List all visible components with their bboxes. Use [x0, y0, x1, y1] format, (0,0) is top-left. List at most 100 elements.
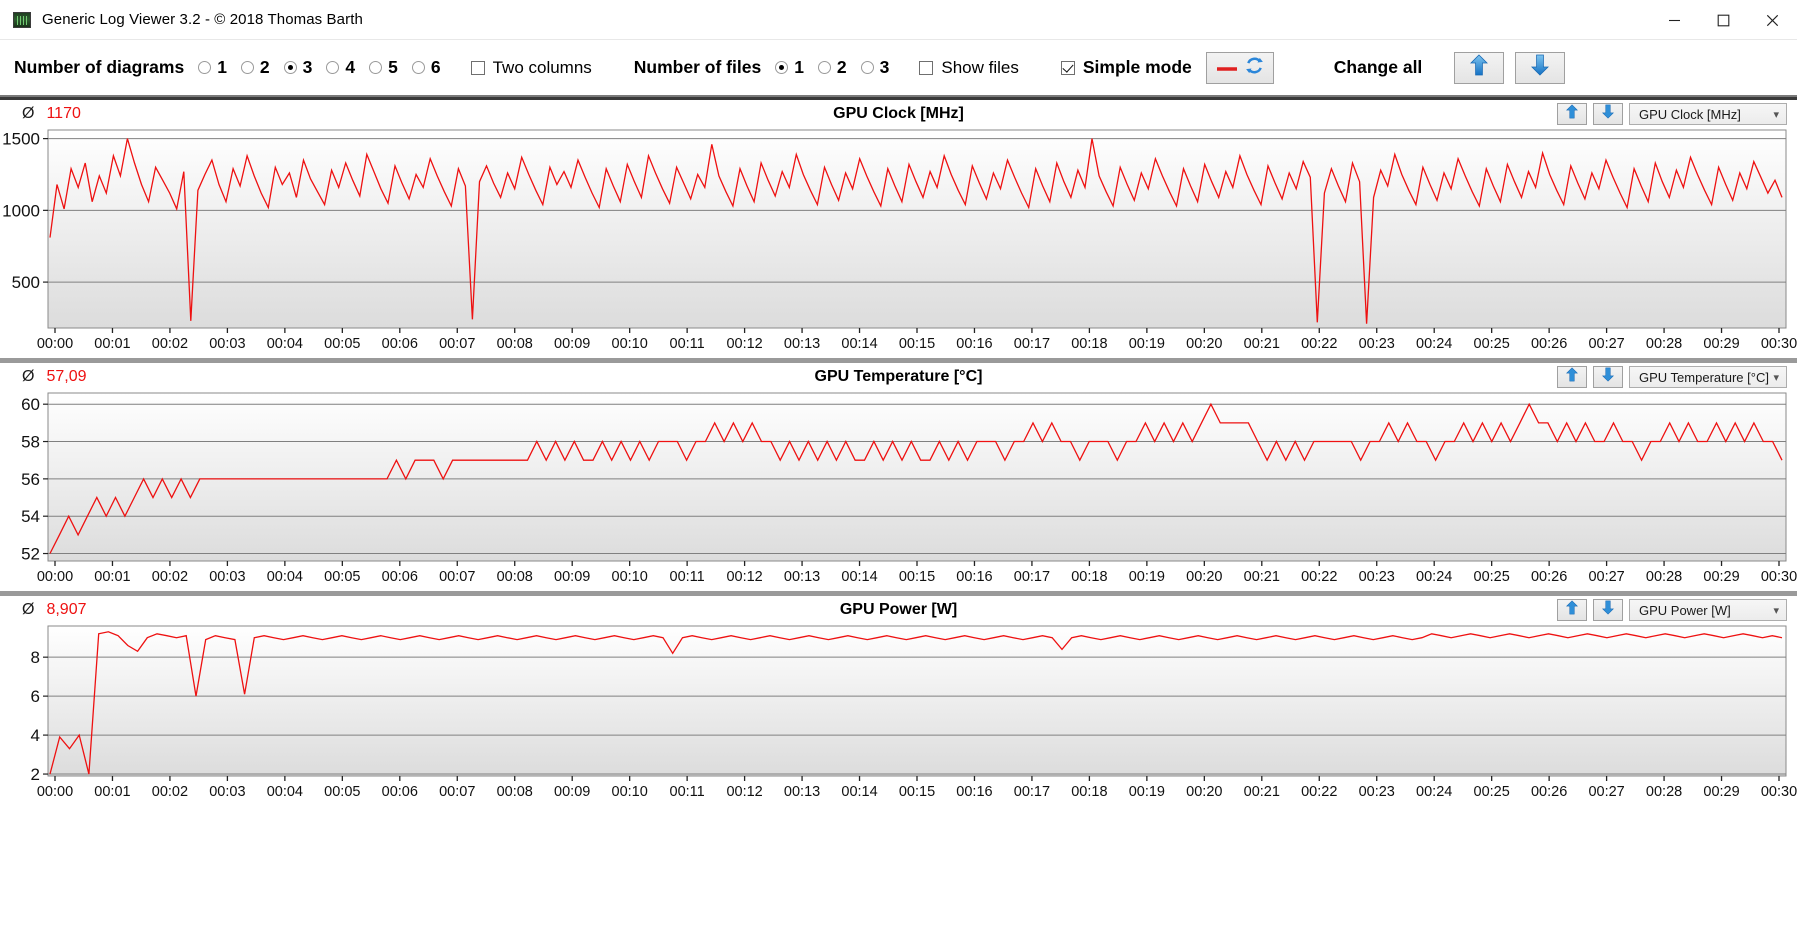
svg-text:60: 60: [21, 395, 40, 414]
x-tick-label: 00:21: [1243, 569, 1280, 585]
x-tick-label: 00:17: [1013, 336, 1051, 352]
minimize-icon[interactable]: [1650, 0, 1699, 40]
move-chart-up-button[interactable]: [1557, 599, 1587, 621]
change-all-down-button[interactable]: [1515, 51, 1566, 84]
diagram-radio-5[interactable]: 5: [369, 57, 398, 78]
svg-text:1500: 1500: [2, 130, 40, 149]
x-tick-label: 00:22: [1301, 569, 1338, 585]
x-tick-label: 00:07: [439, 336, 476, 352]
arrow-up-icon: [1566, 600, 1578, 620]
x-tick-label: 00:06: [381, 336, 418, 352]
x-tick-label: 00:23: [1358, 784, 1395, 800]
x-tick-label: 00:03: [209, 784, 246, 800]
two-columns-label: Two columns: [492, 57, 592, 77]
x-tick-label: 00:12: [726, 569, 763, 585]
simple-mode-toggle-button[interactable]: [1205, 51, 1274, 84]
metric-select[interactable]: GPU Temperature [°C] ▾: [1629, 366, 1787, 388]
red-line-icon: [1216, 58, 1238, 78]
plot-area[interactable]: 52 54 56 58 60: [0, 391, 1797, 569]
svg-text:500: 500: [12, 273, 40, 292]
svg-text:2: 2: [31, 765, 40, 784]
panel-separator: [0, 358, 1797, 363]
x-tick-label: 00:24: [1416, 784, 1453, 800]
panel-separator: [0, 97, 1797, 100]
close-icon[interactable]: [1748, 0, 1797, 40]
charts-container: Ø 1170 GPU Clock [MHz] GPU Clock [MHz] ▾ 500 1…: [0, 97, 1797, 806]
x-tick-label: 00:28: [1645, 569, 1683, 585]
x-tick-label: 00:26: [1530, 784, 1568, 800]
radio-circle-icon: [198, 61, 212, 74]
x-tick-label: 00:28: [1645, 784, 1683, 800]
plot-area[interactable]: 500 1000 1500: [0, 128, 1797, 336]
x-tick-label: 00:27: [1588, 784, 1625, 800]
x-tick-label: 00:10: [611, 336, 648, 352]
average-readout: Ø 1170: [22, 105, 81, 123]
x-tick-label: 00:13: [783, 569, 821, 585]
files-radio-3[interactable]: 3: [860, 57, 889, 78]
plot-area[interactable]: 2 4 6 8: [0, 624, 1797, 784]
metric-select[interactable]: GPU Clock [MHz] ▾: [1629, 103, 1787, 125]
show-files-checkbox[interactable]: Show files: [919, 58, 1019, 78]
x-tick-label: 00:09: [554, 569, 591, 585]
change-all-up-button[interactable]: [1454, 51, 1505, 84]
x-tick-label: 00:06: [381, 569, 418, 585]
x-tick-label: 00:25: [1473, 336, 1510, 352]
radio-circle-selected-icon: [283, 61, 297, 74]
chart-header: Ø 57,09 GPU Temperature [°C] GPU Temperatur…: [0, 363, 1797, 391]
diagram-radio-2[interactable]: 2: [240, 57, 270, 78]
move-chart-up-button[interactable]: [1557, 366, 1587, 388]
chart-panel-3: Ø 8,907 GPU Power [W] GPU Power [W] ▾ 2 4 6 8 00:…: [0, 591, 1797, 806]
x-tick-label: 00:08: [496, 569, 533, 585]
x-tick-label: 00:10: [611, 569, 648, 585]
x-tick-label: 00:15: [898, 336, 936, 352]
move-chart-down-button[interactable]: [1593, 599, 1623, 621]
chart-header: Ø 1170 GPU Clock [MHz] GPU Clock [MHz] ▾: [0, 100, 1797, 128]
chart-panel-1: Ø 1170 GPU Clock [MHz] GPU Clock [MHz] ▾ 500 1…: [0, 97, 1797, 358]
x-tick-label: 00:01: [94, 336, 131, 352]
chart-header-controls: GPU Clock [MHz] ▾: [1557, 103, 1787, 125]
x-tick-label: 00:26: [1530, 336, 1568, 352]
move-chart-up-button[interactable]: [1557, 103, 1587, 125]
move-chart-down-button[interactable]: [1593, 366, 1623, 388]
radio-circle-icon: [326, 61, 340, 74]
x-tick-label: 00:08: [496, 784, 533, 800]
maximize-icon[interactable]: [1699, 0, 1748, 40]
metric-select-value: GPU Power [W]: [1639, 602, 1731, 618]
diagram-radio-3[interactable]: 3: [283, 57, 312, 78]
metric-select-value: GPU Temperature [°C]: [1639, 369, 1769, 385]
x-tick-label: 00:02: [151, 784, 189, 800]
simple-mode-checkbox[interactable]: Simple mode: [1060, 57, 1192, 78]
window-controls: [1650, 0, 1797, 40]
x-tick-label: 00:04: [266, 336, 304, 352]
move-chart-down-button[interactable]: [1593, 103, 1623, 125]
svg-text:56: 56: [21, 470, 40, 489]
x-tick-label: 00:29: [1703, 569, 1740, 585]
two-columns-checkbox[interactable]: Two columns: [470, 57, 592, 78]
chevron-down-icon: ▾: [1773, 108, 1779, 121]
x-tick-label: 00:18: [1071, 336, 1108, 352]
files-radio-1[interactable]: 1: [775, 57, 804, 78]
radio-circle-selected-icon: [775, 61, 789, 74]
x-tick-label: 00:11: [669, 569, 705, 585]
files-radio-2[interactable]: 2: [817, 57, 847, 78]
x-tick-label: 00:30: [1760, 336, 1797, 352]
x-tick-label: 00:18: [1071, 784, 1108, 800]
arrow-up-icon: [1470, 54, 1489, 81]
diagram-radio-4[interactable]: 4: [326, 57, 355, 78]
svg-text:8: 8: [31, 648, 40, 667]
diagram-radio-6[interactable]: 6: [411, 57, 441, 78]
x-tick-label: 00:01: [94, 569, 131, 585]
app-icon: [13, 11, 31, 28]
x-tick-label: 00:16: [956, 336, 993, 352]
average-value: 1170: [46, 105, 81, 122]
diagram-radio-1[interactable]: 1: [198, 57, 227, 78]
chart-header: Ø 8,907 GPU Power [W] GPU Power [W] ▾: [0, 596, 1797, 624]
arrow-down-icon: [1602, 367, 1614, 387]
metric-select[interactable]: GPU Power [W] ▾: [1629, 599, 1787, 621]
number-of-files-label: Number of files: [633, 57, 762, 77]
x-tick-label: 00:02: [151, 569, 189, 585]
x-tick-label: 00:20: [1186, 784, 1223, 800]
number-of-diagrams-label: Number of diagrams: [14, 57, 185, 77]
chart-panel-2: Ø 57,09 GPU Temperature [°C] GPU Temperatur…: [0, 358, 1797, 591]
x-tick-label: 00:12: [726, 784, 763, 800]
